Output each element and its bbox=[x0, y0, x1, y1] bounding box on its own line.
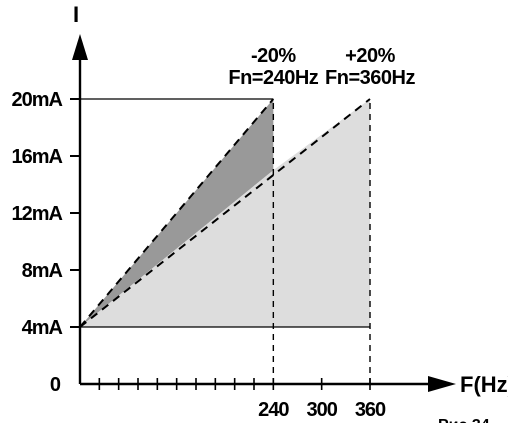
x-axis-arrow bbox=[428, 376, 456, 392]
ann-minus-line-2: Fn=240Hz bbox=[228, 67, 318, 89]
x-axis-label: F(Hz) bbox=[460, 372, 508, 397]
y-tick-label: 0 bbox=[50, 374, 61, 396]
y-tick-label: 20mA bbox=[12, 89, 63, 111]
series-lines bbox=[79, 98, 371, 328]
series-line-2 bbox=[79, 98, 371, 328]
axes bbox=[72, 34, 456, 392]
y-tick-label: 16mA bbox=[12, 146, 63, 168]
y-axis-arrow bbox=[72, 34, 88, 60]
reference-lines bbox=[80, 98, 371, 384]
figure-caption: Рис.34 bbox=[438, 417, 490, 423]
ann-plus-line-1: +20% bbox=[345, 45, 395, 67]
x-tick-label: 360 bbox=[355, 399, 386, 421]
ann-minus-line-1: -20% bbox=[251, 45, 296, 67]
x-tick-label: 240 bbox=[258, 399, 289, 421]
y-axis-label: I bbox=[73, 2, 79, 27]
y-tick-label: 12mA bbox=[12, 203, 63, 225]
ann-plus-line-2: Fn=360Hz bbox=[325, 67, 415, 89]
y-tick-label: 4mA bbox=[22, 317, 63, 339]
y-tick-label: 8mA bbox=[22, 260, 63, 282]
x-tick-label: 300 bbox=[306, 399, 337, 421]
labels: 04mA8mA12mA16mA20mA240300360F(Hz)I-20%Fn… bbox=[12, 2, 508, 423]
series-line-1 bbox=[79, 98, 275, 328]
ann-plus: +20% Fn=360Hz bbox=[325, 45, 415, 89]
ticks bbox=[70, 98, 371, 390]
ann-minus: -20% Fn=240Hz bbox=[228, 45, 318, 89]
